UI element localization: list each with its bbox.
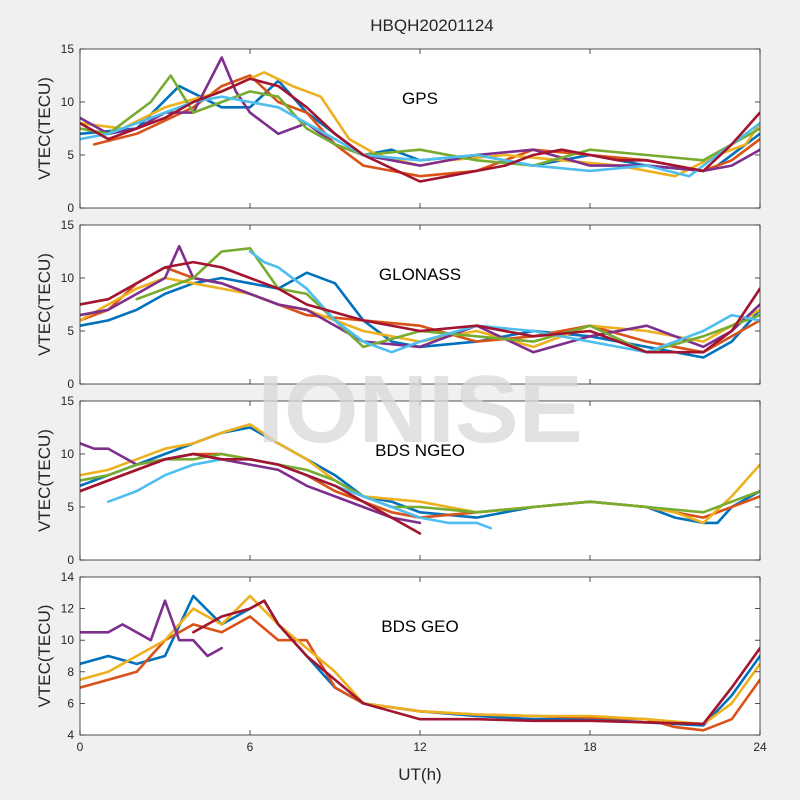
x-tick-label: 12 — [413, 740, 427, 754]
plot-area — [80, 49, 760, 208]
series-line-4 — [80, 244, 760, 354]
plot-area — [80, 225, 760, 384]
subplot-2: 0 5 10 15 VTEC(TECU) GLONASS — [35, 218, 761, 391]
subplot-1: 0 5 10 15 VTEC(TECU) GPS — [35, 42, 761, 215]
subplot-4: 0 6 12 18 24 4 6 8 10 12 14 VTEC(TECU) BDS GEO — [35, 570, 767, 754]
y-tick-label: 6 — [67, 696, 74, 710]
series-line-1 — [80, 271, 760, 359]
series-line-7 — [80, 77, 760, 183]
y-tick-label: 0 — [67, 201, 74, 215]
y-tick-label: 0 — [67, 553, 74, 567]
series-group — [80, 56, 760, 183]
x-tick-label: 18 — [583, 740, 597, 754]
series-line-7 — [80, 452, 422, 535]
series-line-5 — [80, 74, 760, 167]
y-tick-label: 15 — [61, 42, 75, 56]
y-axis-label: VTEC(TECU) — [35, 253, 54, 356]
series-line-5 — [192, 599, 760, 726]
y-tick-label: 10 — [61, 447, 75, 461]
series-line-2 — [80, 615, 760, 732]
system-annotation: GLONASS — [379, 265, 461, 284]
series-group — [80, 594, 760, 732]
y-tick-label: 15 — [61, 394, 75, 408]
series-group — [80, 244, 760, 359]
series-line-6 — [248, 250, 760, 354]
y-axis-label: VTEC(TECU) — [35, 429, 54, 532]
series-line-6 — [80, 95, 760, 178]
system-annotation: BDS NGEO — [375, 441, 465, 460]
system-annotation: BDS GEO — [381, 617, 458, 636]
y-tick-label: 4 — [67, 728, 74, 742]
series-line-7 — [80, 260, 760, 354]
figure-title: HBQH20201124 — [370, 16, 494, 35]
y-tick-label: 5 — [67, 148, 74, 162]
y-tick-label: 10 — [61, 95, 75, 109]
y-tick-label: 10 — [61, 271, 75, 285]
y-tick-label: 8 — [67, 665, 74, 679]
plot-area — [80, 577, 760, 735]
series-line-3 — [80, 594, 760, 726]
series-line-4 — [80, 599, 223, 658]
y-axis-label: VTEC(TECU) — [35, 77, 54, 180]
y-tick-label: 14 — [61, 570, 75, 584]
y-tick-label: 15 — [61, 218, 75, 232]
y-axis-label: VTEC(TECU) — [35, 605, 54, 708]
y-tick-label: 5 — [67, 500, 74, 514]
y-tick-label: 10 — [61, 633, 75, 647]
series-line-1 — [80, 426, 760, 525]
y-tick-label: 0 — [67, 377, 74, 391]
series-group — [80, 422, 760, 535]
x-tick-label: 24 — [753, 740, 767, 754]
subplots: 0 5 10 15 VTEC(TECU) GPS 0 5 10 15 VTEC(TECU) GLONA… — [35, 42, 767, 754]
x-tick-label: 6 — [247, 740, 254, 754]
x-tick-label: 0 — [77, 740, 84, 754]
y-tick-label: 12 — [61, 602, 75, 616]
y-tick-label: 5 — [67, 324, 74, 338]
system-annotation: GPS — [402, 89, 438, 108]
watermark: IONISE — [257, 356, 582, 463]
subplot-3: 0 5 10 15 VTEC(TECU) BDS NGEO — [35, 394, 761, 567]
series-line-4 — [80, 442, 422, 525]
x-axis-label: UT(h) — [398, 765, 441, 784]
